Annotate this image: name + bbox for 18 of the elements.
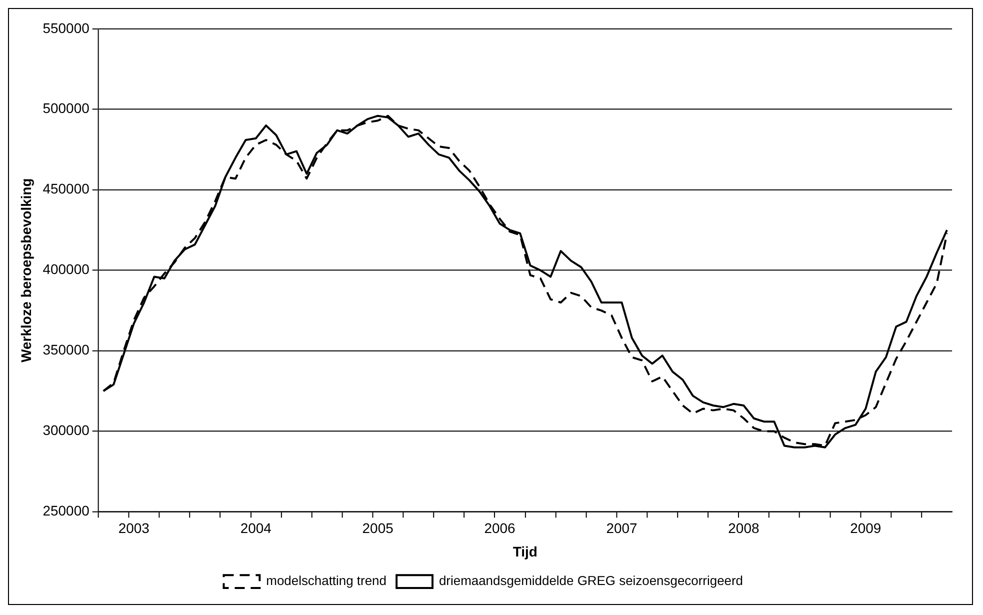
x-tick-label: 2003 [118,520,150,536]
x-tick-label: 2005 [362,520,394,536]
y-tick-label: 350000 [42,342,90,358]
y-tick-label: 400000 [42,261,90,278]
y-axis-title: Werkloze beroepsbevolking [18,178,34,362]
y-tick-label: 450000 [42,180,90,197]
y-tick-label: 500000 [42,100,90,116]
y-tick-label: 550000 [42,20,90,36]
legend-label: driemaandsgemiddelde GREG seizoensgecorrigeerd [438,573,744,588]
x-tick-label: 2008 [728,520,760,536]
x-axis-title: Tijd [512,544,538,560]
x-tick-label: 2009 [850,520,882,536]
y-tick-label: 250000 [42,502,90,519]
x-tick-label: 2007 [606,520,638,536]
x-tick-label: 2006 [484,520,516,536]
legend-label: modelschatting trend [266,573,386,588]
x-tick-label: 2004 [240,520,272,536]
y-tick-label: 300000 [42,422,90,438]
